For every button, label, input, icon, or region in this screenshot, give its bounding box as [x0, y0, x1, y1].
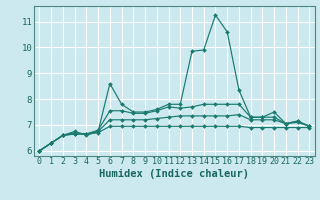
X-axis label: Humidex (Indice chaleur): Humidex (Indice chaleur) [100, 169, 249, 179]
